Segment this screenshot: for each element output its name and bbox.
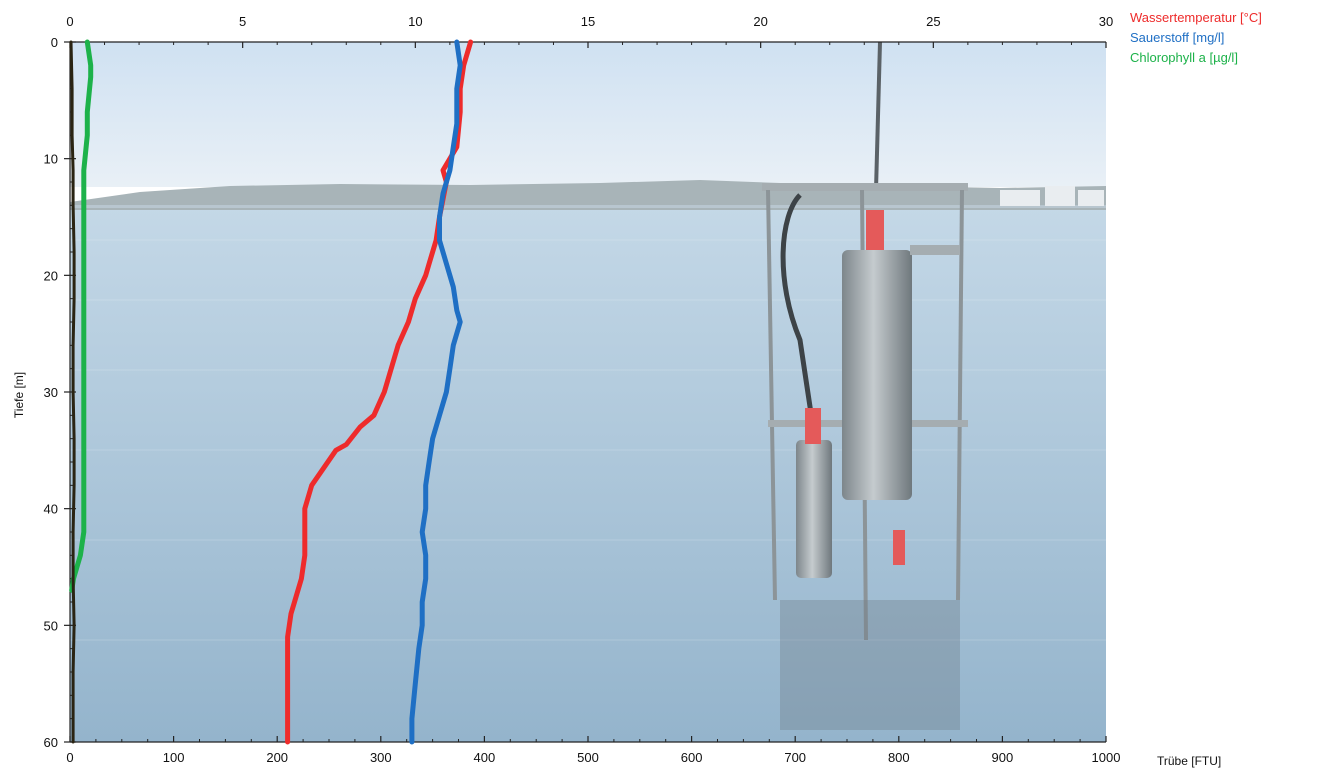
- bottom-tick-label: 0: [66, 750, 73, 765]
- probe-red-marker: [866, 210, 884, 250]
- legend-entry-sauerstoff: Sauerstoff [mg/l]: [1130, 30, 1224, 45]
- y-axis-title: Tiefe [m]: [12, 372, 26, 418]
- y-tick-label: 60: [44, 735, 58, 750]
- probe-hose: [780, 193, 815, 421]
- top-tick-label: 5: [239, 14, 246, 29]
- probe-main-cylinder: [842, 250, 912, 500]
- sky: [70, 42, 1106, 187]
- bottom-tick-label: 700: [784, 750, 806, 765]
- shore-line: [70, 205, 1106, 208]
- top-tick-label: 20: [753, 14, 767, 29]
- series-line-wassertemperatur: [285, 39, 474, 745]
- top-tick-label: 15: [581, 14, 595, 29]
- top-tick-label: 10: [408, 14, 422, 29]
- lake-water: [70, 205, 1106, 742]
- y-tick-label: 30: [44, 385, 58, 400]
- legend-entry-wassertemperatur: Wassertemperatur [°C]: [1130, 10, 1262, 25]
- probe-frame-top: [762, 183, 968, 191]
- probe-small-cylinder: [796, 440, 832, 578]
- bottom-tick-label: 600: [681, 750, 703, 765]
- series-line-truebe: [69, 40, 76, 744]
- series-line-sauerstoff: [409, 39, 463, 745]
- shore-buildings: [1000, 186, 1104, 206]
- bottom-tick-label: 400: [474, 750, 496, 765]
- measurement-probe: [762, 41, 968, 730]
- water-ripples: [70, 239, 1106, 641]
- probe-reflection: [780, 600, 960, 730]
- bottom-tick-label: 900: [992, 750, 1014, 765]
- series-layer: [69, 39, 474, 745]
- bottom-tick-label: 300: [370, 750, 392, 765]
- bottom-tick-label: 800: [888, 750, 910, 765]
- y-tick-label: 50: [44, 618, 58, 633]
- y-tick-label: 40: [44, 502, 58, 517]
- bottom-axis-title: Trübe [FTU]: [1157, 754, 1221, 768]
- series-line-chlorophyll: [69, 39, 94, 593]
- top-tick-label: 30: [1099, 14, 1113, 29]
- bottom-tick-label: 500: [577, 750, 599, 765]
- bottom-tick-label: 100: [163, 750, 185, 765]
- y-tick-label: 20: [44, 268, 58, 283]
- top-tick-label: 25: [926, 14, 940, 29]
- top-tick-label: 0: [66, 14, 73, 29]
- y-tick-label: 0: [51, 35, 58, 50]
- tick-labels: 0 5 10 15 20 25 300 100 200 300 400 500 600 700 800 900…: [44, 14, 1121, 765]
- bottom-tick-label: 200: [266, 750, 288, 765]
- legend-entry-chlorophyll: Chlorophyll a [µg/l]: [1130, 50, 1238, 65]
- y-tick-label: 10: [44, 152, 58, 167]
- probe-cable: [874, 41, 882, 191]
- bottom-tick-label: 1000: [1092, 750, 1121, 765]
- lake-photo-background: [70, 41, 1106, 742]
- legend: Wassertemperatur [°C] Sauerstoff [mg/l] …: [1130, 10, 1262, 65]
